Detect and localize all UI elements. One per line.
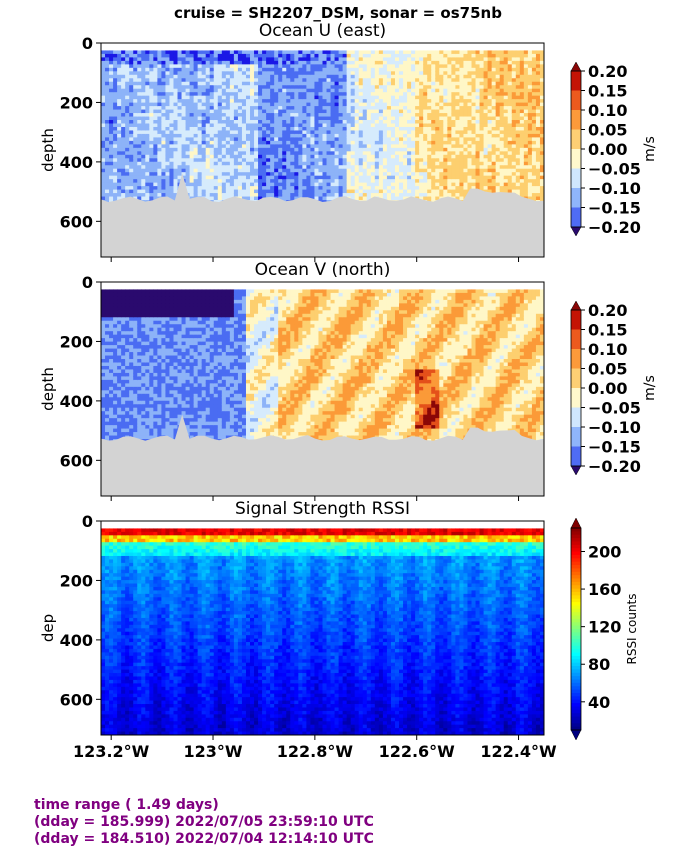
y-tick-label: 200 xyxy=(60,571,93,590)
time-range-footer: time range ( 1.49 days) (dday = 185.999)… xyxy=(34,797,374,848)
colorbar-tick-label: 0.15 xyxy=(588,321,627,340)
panel-title: Ocean U (east) xyxy=(259,21,386,41)
y-tick-label: 0 xyxy=(82,273,93,292)
x-tick-label: 123°W xyxy=(183,742,242,761)
colorbar-label: m/s xyxy=(642,136,658,162)
colorbar-tick-label: 0.00 xyxy=(588,140,627,159)
heatmap-field xyxy=(101,289,544,496)
colorbar-tick-label: −0.10 xyxy=(588,418,641,437)
panel-title: Ocean V (north) xyxy=(255,260,391,280)
heatmap-field xyxy=(101,528,544,735)
time-range-line: time range ( 1.49 days) xyxy=(34,797,219,813)
colorbar-tick-label: −0.05 xyxy=(588,160,641,179)
dday-end-line: (dday = 185.999) 2022/07/05 23:59:10 UTC xyxy=(34,814,374,830)
colorbar-tick-label: −0.15 xyxy=(588,438,641,457)
colorbar-tick-label: 0.05 xyxy=(588,121,627,140)
seafloor-mask xyxy=(101,173,544,257)
axes-frame xyxy=(100,42,545,258)
y-tick-label: 600 xyxy=(60,451,93,470)
y-tick-label: 400 xyxy=(60,153,93,172)
colorbar-tick-label: 40 xyxy=(588,693,610,712)
colorbar-tick-label: −0.05 xyxy=(588,399,641,418)
y-axis-label: depth xyxy=(39,367,57,411)
y-tick-label: 400 xyxy=(60,392,93,411)
colorbar-label: RSSI counts xyxy=(625,593,639,664)
seafloor-mask xyxy=(101,414,544,496)
colorbar-tick-label: 0.10 xyxy=(588,101,627,120)
colorbar-tick-label: 120 xyxy=(588,618,621,637)
panel-3: Signal Strength RSSI 0 200 400 600 dep 123.2°W… xyxy=(39,499,639,761)
colorbar-tick-label: 0.00 xyxy=(588,379,627,398)
colorbar-tick-label: −0.10 xyxy=(588,179,641,198)
panel-title: Signal Strength RSSI xyxy=(235,499,410,519)
y-tick-label: 400 xyxy=(60,631,93,650)
y-tick-label: 200 xyxy=(60,332,93,351)
axes-frame xyxy=(100,281,545,497)
y-axis-label: dep xyxy=(39,614,57,642)
colorbar-tick-label: 0.15 xyxy=(588,82,627,101)
y-tick-label: 0 xyxy=(82,34,93,53)
x-tick-label: 122.6°W xyxy=(379,742,456,761)
x-tick-label: 122.8°W xyxy=(277,742,354,761)
y-axis-label: depth xyxy=(39,128,57,172)
colorbar-tick-label: 160 xyxy=(588,580,621,599)
y-tick-label: 200 xyxy=(60,93,93,112)
figure-suptitle: cruise = SH2207_DSM, sonar = os75nb xyxy=(174,4,502,22)
axes-frame xyxy=(100,520,545,736)
colorbar-tick-label: 200 xyxy=(588,542,621,561)
panel-2: Ocean V (north)0200400600depth0.200.150.… xyxy=(39,260,658,501)
colorbar-tick-label: 0.05 xyxy=(588,360,627,379)
y-tick-label: 0 xyxy=(82,512,93,531)
x-tick-label: 122.4°W xyxy=(480,742,557,761)
colorbar-label: m/s xyxy=(642,375,658,401)
dday-start-line: (dday = 184.510) 2022/07/04 12:14:10 UTC xyxy=(34,831,374,847)
colorbar-tick-label: −0.20 xyxy=(588,457,641,476)
colorbar-tick-label: 80 xyxy=(588,655,610,674)
colorbar: 0.200.150.100.050.00−0.05−0.10−0.15−0.20… xyxy=(570,300,658,476)
colorbar-tick-label: −0.15 xyxy=(588,199,641,218)
colorbar-tick-label: 0.20 xyxy=(588,62,627,81)
y-tick-label: 600 xyxy=(60,690,93,709)
colorbar-tick-label: −0.20 xyxy=(588,218,641,237)
panel-1: Ocean U (east) 0 200 400 600 depth 0.200.150.1… xyxy=(39,21,658,262)
heatmap-field xyxy=(101,50,544,257)
colorbar-tick-label: 0.10 xyxy=(588,340,627,359)
colorbar: 0.200.150.100.050.00−0.05−0.10−0.15−0.20… xyxy=(570,61,658,237)
colorbar: 200 160 120 80 40 RSSI counts xyxy=(570,517,639,741)
colorbar-tick-label: 0.20 xyxy=(588,301,627,320)
y-tick-label: 600 xyxy=(60,212,93,231)
x-tick-label: 123.2°W xyxy=(73,742,150,761)
